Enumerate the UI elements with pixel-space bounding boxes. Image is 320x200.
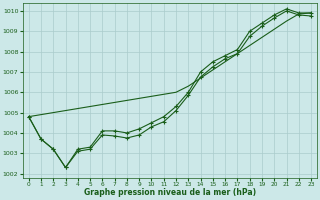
X-axis label: Graphe pression niveau de la mer (hPa): Graphe pression niveau de la mer (hPa) bbox=[84, 188, 256, 197]
